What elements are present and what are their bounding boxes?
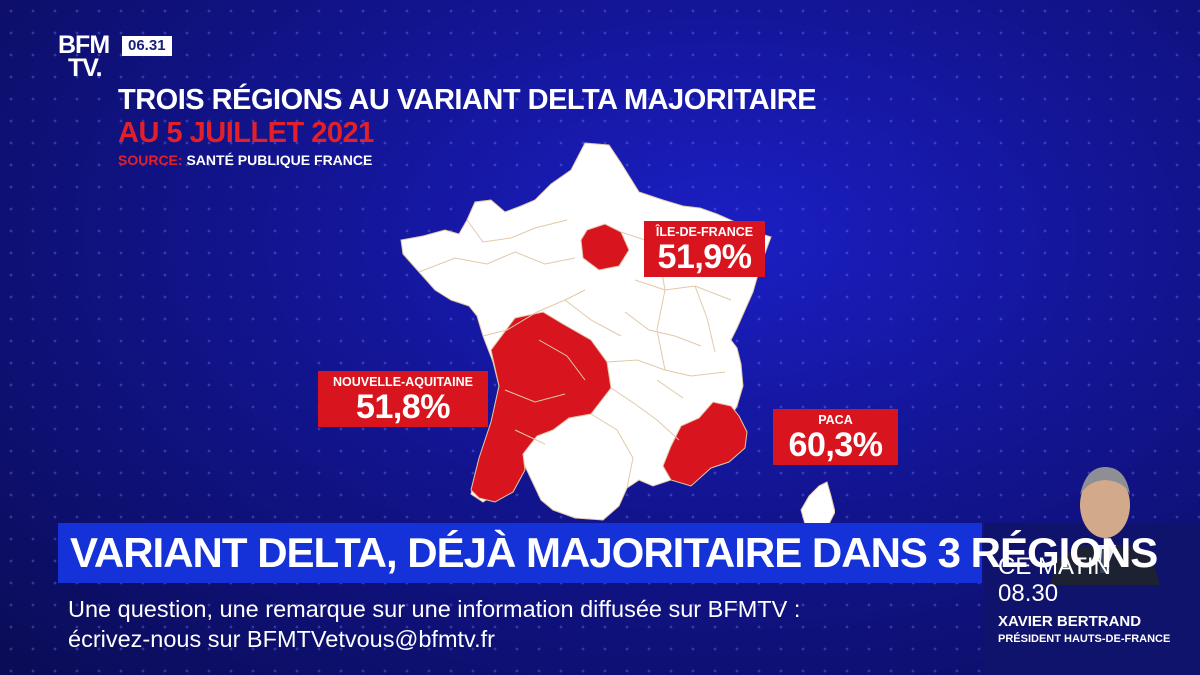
- map-region-paca: [662, 401, 748, 487]
- guest-role: PRÉSIDENT HAUTS-DE-FRANCE: [998, 633, 1171, 645]
- program-label: CE MATIN: [998, 553, 1111, 580]
- region-name: PACA: [818, 413, 853, 427]
- source-value: SANTÉ PUBLIQUE FRANCE: [186, 152, 373, 168]
- guest-name: XAVIER BERTRAND: [998, 613, 1142, 630]
- ticker-line-2: écrivez-nous sur BFMTVetvous@bfmtv.fr: [68, 626, 495, 652]
- map-region-nouvelle-aquitaine: [470, 311, 612, 503]
- infographic-date: AU 5 JUILLET 2021: [118, 117, 374, 149]
- ticker-line-1: Une question, une remarque sur une infor…: [68, 596, 801, 622]
- clock-badge: 06.31: [122, 36, 172, 56]
- region-label-ile-de-france: ÎLE-DE-FRANCE 51,9%: [644, 221, 765, 277]
- region-name: ÎLE-DE-FRANCE: [655, 225, 754, 239]
- region-value: 51,9%: [657, 238, 752, 276]
- region-value: 60,3%: [788, 426, 883, 464]
- france-map: [400, 142, 835, 525]
- ticker: Une question, une remarque sur une infor…: [68, 594, 800, 654]
- logo-line-1: BFM: [58, 31, 110, 59]
- logo-line-2: TV.: [68, 53, 103, 82]
- region-name: NOUVELLE-AQUITAINE: [332, 375, 474, 389]
- bfmtv-logo: BFM TV.: [58, 31, 110, 82]
- infographic-source: SOURCE: SANTÉ PUBLIQUE FRANCE: [118, 152, 372, 168]
- region-label-paca: PACA 60,3%: [773, 409, 898, 465]
- program-time: 08.30: [998, 580, 1059, 607]
- region-value: 51,8%: [356, 388, 450, 426]
- source-label: SOURCE:: [118, 152, 183, 168]
- guest-portrait: [1050, 467, 1160, 585]
- headline-banner: VARIANT DELTA, DÉJÀ MAJORITAIRE DANS 3 R…: [58, 523, 1158, 583]
- region-label-nouvelle-aquitaine: NOUVELLE-AQUITAINE 51,8%: [318, 371, 488, 427]
- map-region-ile-de-france: [580, 223, 630, 271]
- infographic-title: TROIS RÉGIONS AU VARIANT DELTA MAJORITAI…: [118, 84, 817, 116]
- map-corsica: [800, 481, 835, 525]
